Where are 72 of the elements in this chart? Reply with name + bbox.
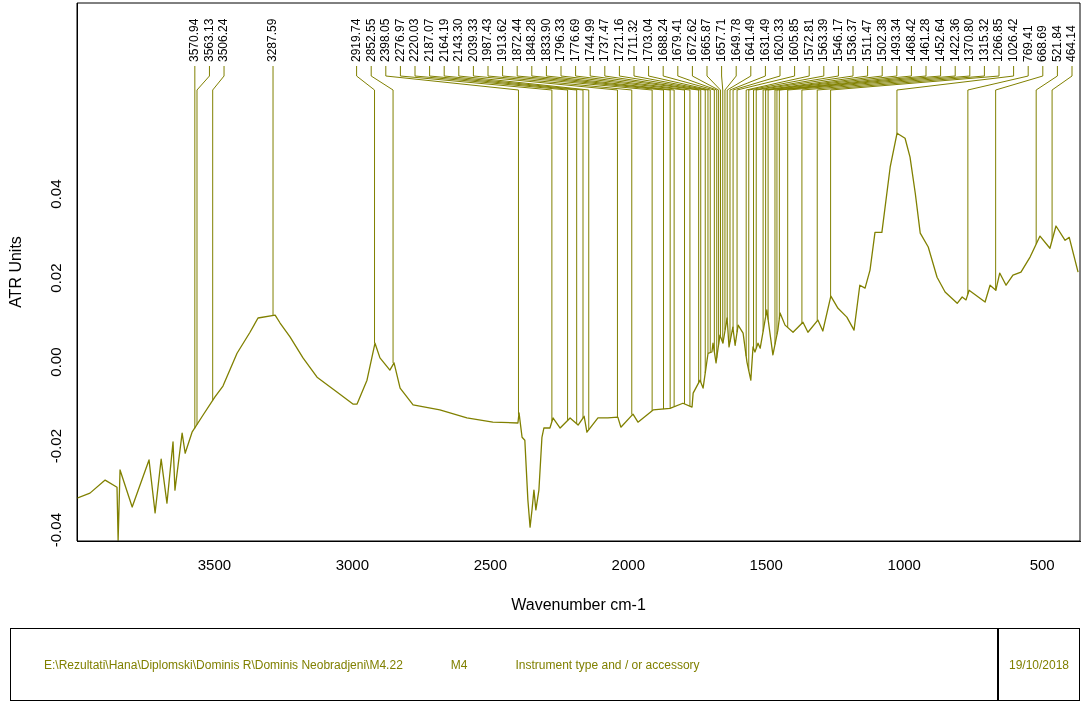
annotation: 1315.32: [976, 18, 991, 62]
annotation: 1511.47: [859, 19, 874, 62]
annotation: 1631.49: [757, 18, 772, 62]
x-tick-label: 2500: [473, 556, 508, 574]
annotation: 1833.90: [538, 18, 553, 62]
x-tick-label: 1000: [887, 556, 921, 574]
annotation: 1776.69: [567, 18, 582, 62]
annotation: 1641.49: [743, 18, 758, 62]
y-tick-label: -0.04: [47, 512, 65, 548]
annotation: 1679.41: [670, 18, 685, 62]
annotation: 3563.13: [201, 18, 216, 62]
annotation: 2919.74: [348, 18, 363, 62]
annotation: 1502.38: [874, 18, 889, 62]
annotation: 1266.85: [991, 18, 1006, 62]
y-tick-label: 0.04: [47, 179, 65, 209]
y-tick-label: 0.02: [47, 263, 65, 293]
annotation: 1563.39: [816, 18, 831, 62]
annotation: 1672.62: [684, 18, 699, 62]
annotation: 1665.87: [699, 18, 714, 62]
annotation: 1744.99: [582, 18, 597, 62]
annotation: 3287.59: [265, 18, 280, 62]
annotation: 1572.81: [801, 18, 816, 62]
annotation: 2039.33: [465, 18, 480, 62]
text: M4: [450, 657, 468, 672]
annotation: 1703.04: [640, 18, 655, 62]
annotation: 1649.78: [728, 18, 743, 62]
y-tick-label: -0.02: [47, 428, 65, 464]
annotation: 1536.37: [845, 18, 860, 62]
annotation: 1605.85: [786, 18, 801, 62]
annotation: 2164.19: [436, 18, 451, 62]
x-tick-label: 3500: [197, 556, 232, 574]
annotation: 1546.17: [830, 18, 845, 62]
annotation: 1987.43: [480, 18, 495, 62]
annotation: 1620.33: [772, 18, 787, 62]
x-tick-label: 2000: [611, 556, 645, 574]
x-tick-label: 500: [1029, 556, 1055, 574]
x-tick-label: 3000: [335, 556, 370, 574]
annotation: 464.14: [1064, 24, 1079, 62]
x-tick-label: 1500: [749, 556, 783, 574]
annotation: 1848.28: [524, 18, 539, 62]
annotation: 3506.24: [216, 18, 231, 62]
annotation: 521.84: [1049, 24, 1064, 62]
annotation: 2220.03: [407, 18, 422, 62]
annotation: 1461.28: [918, 18, 933, 62]
text: Instrument type and / or accessory: [515, 657, 700, 672]
text: E:\Rezultati\Hana\Diplomski\Dominis R\Dominis Neobradjeni\M4.22: [44, 657, 403, 672]
annotation: 2143.30: [451, 18, 466, 62]
annotation: 1913.62: [494, 18, 509, 62]
annotation: 1422.36: [947, 18, 962, 62]
annotation: 1721.16: [611, 18, 626, 62]
annotation: 1688.24: [655, 18, 670, 62]
annotation: 1493.34: [889, 18, 904, 62]
annotation: 3570.94: [187, 18, 202, 62]
x-axis-title: Wavenumber cm-1: [511, 595, 646, 613]
text: 19/10/2018: [1008, 657, 1070, 672]
annotation: 1796.33: [553, 18, 568, 62]
annotation: 2187.07: [421, 18, 436, 62]
y-axis-title: ATR Units: [7, 236, 25, 308]
annotation: 769.41: [1020, 24, 1035, 62]
annotation: 1711.32: [626, 19, 641, 62]
y-tick-label: 0.00: [47, 347, 65, 377]
annotation: 2276.97: [392, 18, 407, 62]
annotation: 1370.80: [962, 18, 977, 62]
annotation: 1452.64: [932, 18, 947, 62]
annotation: 1737.47: [597, 18, 612, 62]
annotation: 2398.05: [378, 18, 393, 62]
annotation: 668.69: [1035, 24, 1050, 62]
annotation: 1468.42: [903, 18, 918, 62]
annotation: 1872.44: [509, 18, 524, 62]
annotation: 1657.71: [713, 18, 728, 62]
annotation: 1026.42: [1005, 18, 1020, 62]
annotation: 2852.55: [363, 18, 378, 62]
